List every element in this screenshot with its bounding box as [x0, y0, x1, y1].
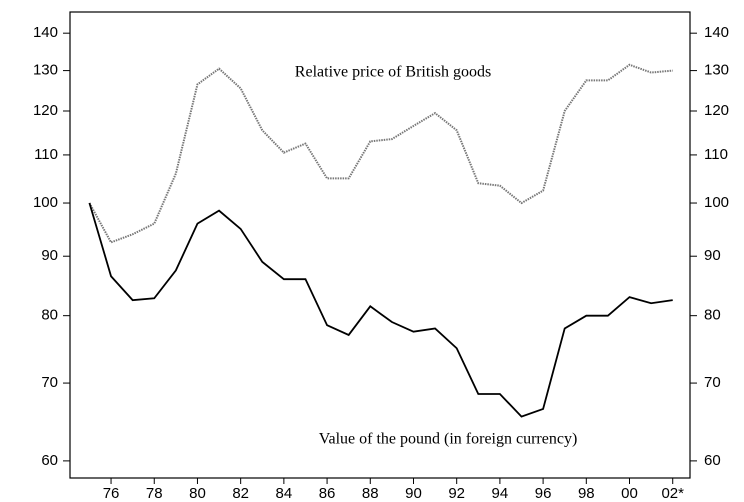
y2-tick-label: 90: [704, 247, 721, 264]
x-tick-label: 80: [189, 485, 206, 502]
y2-tick-label: 80: [704, 307, 721, 324]
x-tick-label: 00: [621, 485, 638, 502]
y2-tick-label: 140: [704, 24, 729, 41]
plot-frame: [69, 11, 691, 479]
y2-tick-label: 120: [704, 102, 729, 119]
x-tick-label: 78: [146, 485, 163, 502]
y-tick-label: 70: [41, 374, 58, 391]
line-series: [88, 202, 673, 418]
y-tick-label: 90: [41, 247, 58, 264]
y-tick-label: 60: [41, 452, 58, 469]
line-series: [88, 63, 673, 244]
x-tick-label: 94: [492, 485, 509, 502]
x-tick-label: 98: [578, 485, 595, 502]
y2-tick-label: 60: [704, 452, 721, 469]
x-tick-label: 82: [232, 485, 249, 502]
y-tick-label: 140: [33, 24, 58, 41]
y2-tick-label: 70: [704, 374, 721, 391]
y2-tick-label: 130: [704, 62, 729, 79]
y-tick-label: 100: [33, 194, 58, 211]
annotation: Value of the pound (in foreign currency): [319, 431, 578, 448]
annotation: Relative price of British goods: [295, 64, 491, 81]
y2-tick-label: 100: [704, 194, 729, 211]
x-tick-label: 90: [405, 485, 422, 502]
y-tick-label: 130: [33, 62, 58, 79]
x-tick-label: 92: [448, 485, 465, 502]
x-tick-label: 76: [103, 485, 120, 502]
x-tick-label: 02*: [661, 485, 684, 502]
x-tick-label: 86: [319, 485, 336, 502]
y2-tick-label: 110: [704, 146, 728, 163]
x-tick-label: 96: [535, 485, 552, 502]
x-tick-label: 84: [276, 485, 293, 502]
y-tick-label: 80: [41, 307, 58, 324]
x-tick-label: 88: [362, 485, 379, 502]
y-tick-label: 110: [34, 146, 58, 163]
y-tick-label: 120: [33, 102, 58, 119]
